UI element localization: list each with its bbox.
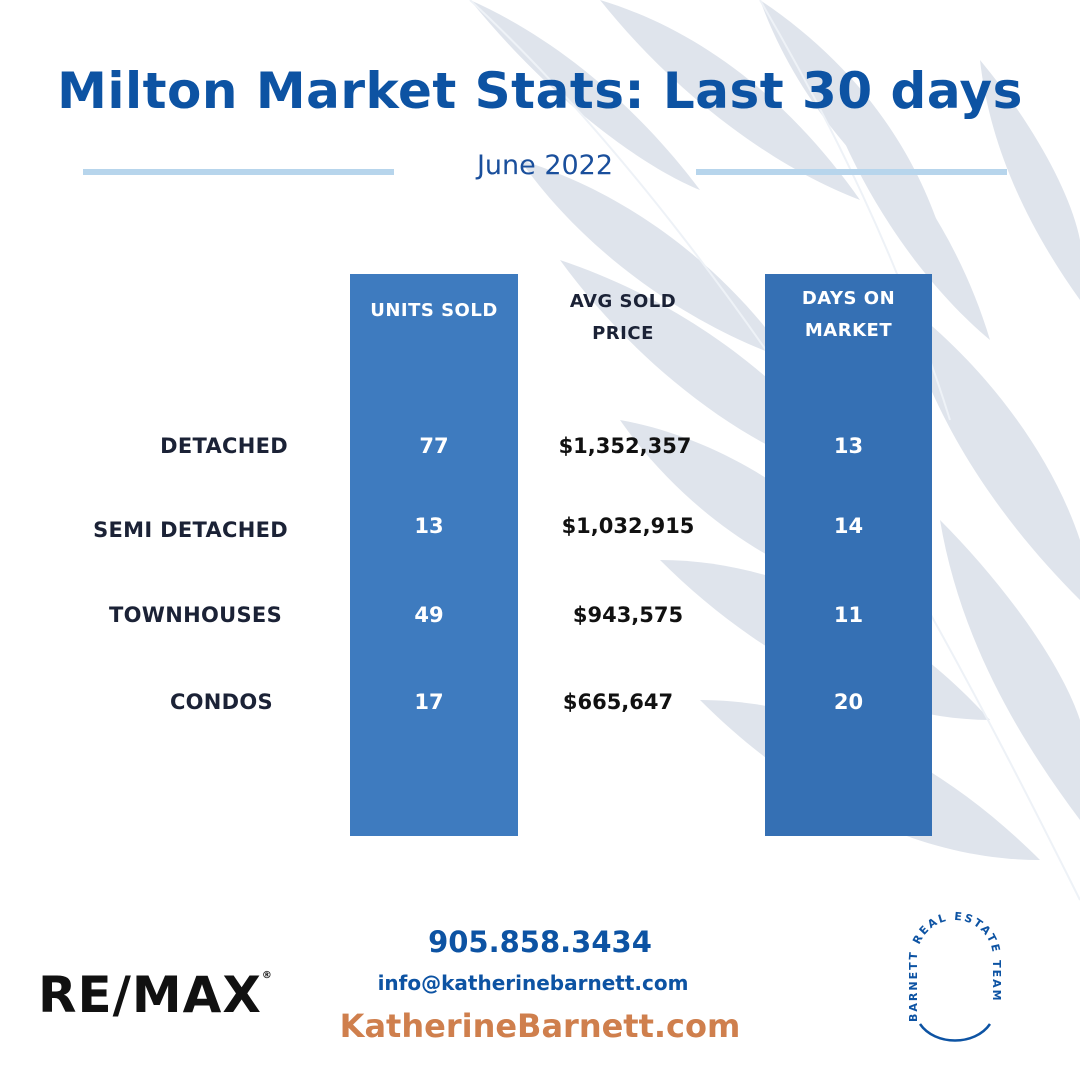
header-days-line1: DAYS ON <box>801 288 896 309</box>
price-semi-detached: $1,032,915 <box>561 514 695 538</box>
days-detached: 13 <box>833 434 864 458</box>
units-detached: 77 <box>419 434 449 458</box>
price-detached: $1,352,357 <box>558 434 692 458</box>
barnett-team-logo: BARNETT REAL ESTATE TEAM <box>907 910 1003 1042</box>
row-label-condos: CONDOS <box>169 690 273 714</box>
registered-mark: ® <box>261 970 272 981</box>
units-townhouses: 49 <box>414 603 444 627</box>
days-townhouses: 11 <box>833 603 864 627</box>
remax-logo-text: RE/MAX <box>38 966 262 1024</box>
price-condos: $665,647 <box>562 690 674 714</box>
divider-left <box>83 169 394 175</box>
barnett-logo-text: BARNETT REAL ESTATE TEAM <box>907 910 1001 1022</box>
header-avg-sold-line2: PRICE <box>592 323 654 344</box>
svg-text:BARNETT REAL ESTATE TEAM: BARNETT REAL ESTATE TEAM <box>907 910 1003 1022</box>
days-on-market-column-bar <box>765 274 932 836</box>
header-units-sold: UNITS SOLD <box>370 300 498 321</box>
row-label-semi-detached: SEMI DETACHED <box>93 518 288 542</box>
phone-number[interactable]: 905.858.3434 <box>428 925 652 959</box>
row-label-townhouses: TOWNHOUSES <box>109 603 282 627</box>
page-title: Milton Market Stats: Last 30 days <box>57 62 1023 120</box>
email-link[interactable]: info@katherinebarnett.com <box>377 971 689 995</box>
website-link[interactable]: KatherineBarnett.com <box>339 1007 741 1045</box>
header-days-on-market: DAYS ON MARKET <box>765 283 932 347</box>
days-condos: 20 <box>833 690 864 714</box>
units-condos: 17 <box>414 690 444 714</box>
page-subtitle: June 2022 <box>476 150 614 181</box>
price-townhouses: $943,575 <box>572 603 684 627</box>
units-semi-detached: 13 <box>414 514 444 538</box>
divider-right <box>696 169 1007 175</box>
header-days-line2: MARKET <box>804 320 893 341</box>
remax-logo: RE/MAX® <box>38 966 272 1024</box>
days-semi-detached: 14 <box>833 514 864 538</box>
header-avg-sold-line1: AVG SOLD <box>569 291 677 312</box>
row-label-detached: DETACHED <box>160 434 288 458</box>
units-sold-column-bar <box>350 274 518 836</box>
header-avg-sold-price: AVG SOLD PRICE <box>523 286 723 350</box>
